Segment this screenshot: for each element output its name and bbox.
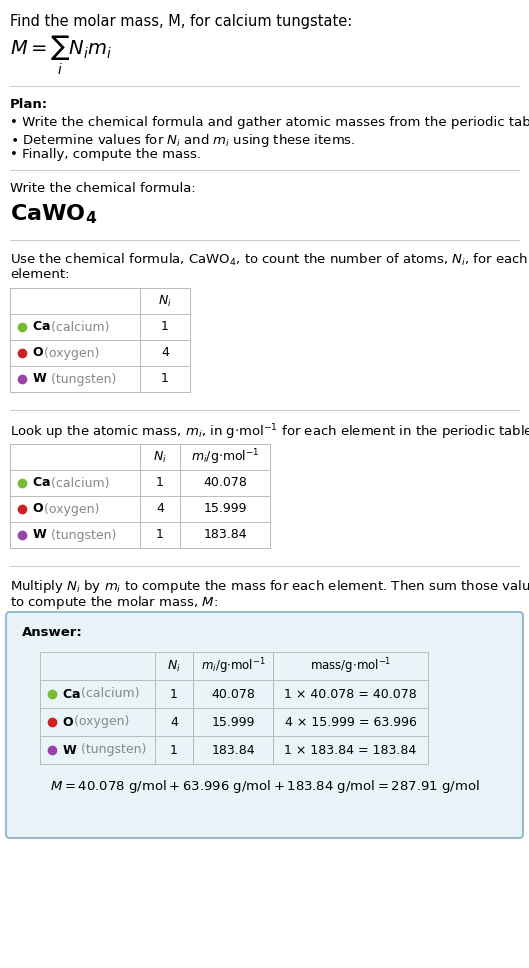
Text: to compute the molar mass, $M$:: to compute the molar mass, $M$: bbox=[10, 594, 218, 611]
Text: $\mathbf{CaWO_4}$: $\mathbf{CaWO_4}$ bbox=[10, 202, 97, 226]
Text: $\mathbf{Ca}$: $\mathbf{Ca}$ bbox=[62, 687, 81, 701]
Text: $m_i$/g$\cdot$mol$^{-1}$: $m_i$/g$\cdot$mol$^{-1}$ bbox=[191, 447, 259, 467]
Text: 183.84: 183.84 bbox=[211, 743, 255, 757]
Text: $\mathbf{W}$: $\mathbf{W}$ bbox=[32, 373, 48, 385]
Text: $m_i$/g$\cdot$mol$^{-1}$: $m_i$/g$\cdot$mol$^{-1}$ bbox=[200, 656, 266, 676]
Text: Write the chemical formula:: Write the chemical formula: bbox=[10, 182, 196, 195]
Text: 1: 1 bbox=[156, 529, 164, 541]
Text: 1 × 183.84 = 183.84: 1 × 183.84 = 183.84 bbox=[285, 743, 417, 757]
Text: $M = \sum_i N_i m_i$: $M = \sum_i N_i m_i$ bbox=[10, 34, 112, 77]
Text: (tungsten): (tungsten) bbox=[47, 373, 116, 385]
Text: 15.999: 15.999 bbox=[203, 502, 247, 516]
Text: (tungsten): (tungsten) bbox=[77, 743, 147, 757]
Text: 1: 1 bbox=[161, 373, 169, 385]
Text: 40.078: 40.078 bbox=[203, 476, 247, 490]
Text: 1: 1 bbox=[170, 743, 178, 757]
Text: $\mathbf{Ca}$: $\mathbf{Ca}$ bbox=[32, 476, 51, 490]
Text: (oxygen): (oxygen) bbox=[70, 715, 130, 729]
Text: 4: 4 bbox=[161, 347, 169, 359]
Text: Look up the atomic mass, $m_i$, in g$\cdot$mol$^{-1}$ for each element in the pe: Look up the atomic mass, $m_i$, in g$\cd… bbox=[10, 422, 529, 441]
Text: $\mathbf{O}$: $\mathbf{O}$ bbox=[62, 715, 74, 729]
Text: • Finally, compute the mass.: • Finally, compute the mass. bbox=[10, 148, 201, 161]
Text: $N_i$: $N_i$ bbox=[153, 449, 167, 465]
Text: $\mathbf{O}$: $\mathbf{O}$ bbox=[32, 502, 44, 516]
Text: $\mathbf{Ca}$: $\mathbf{Ca}$ bbox=[32, 320, 51, 334]
Text: 183.84: 183.84 bbox=[203, 529, 247, 541]
Text: Multiply $N_i$ by $m_i$ to compute the mass for each element. Then sum those val: Multiply $N_i$ by $m_i$ to compute the m… bbox=[10, 578, 529, 595]
Text: Answer:: Answer: bbox=[22, 626, 83, 639]
Text: 4: 4 bbox=[170, 715, 178, 729]
Text: $M = 40.078\ \mathrm{g/mol} + 63.996\ \mathrm{g/mol} + 183.84\ \mathrm{g/mol} = : $M = 40.078\ \mathrm{g/mol} + 63.996\ \m… bbox=[50, 778, 479, 795]
Text: element:: element: bbox=[10, 268, 69, 281]
Text: (calcium): (calcium) bbox=[47, 476, 110, 490]
FancyBboxPatch shape bbox=[6, 612, 523, 838]
Text: • Write the chemical formula and gather atomic masses from the periodic table.: • Write the chemical formula and gather … bbox=[10, 116, 529, 129]
Text: (calcium): (calcium) bbox=[77, 687, 140, 701]
Text: (oxygen): (oxygen) bbox=[40, 347, 99, 359]
Text: Find the molar mass, M, for calcium tungstate:: Find the molar mass, M, for calcium tung… bbox=[10, 14, 352, 29]
Text: $N_i$: $N_i$ bbox=[158, 293, 172, 309]
Text: $\mathbf{W}$: $\mathbf{W}$ bbox=[62, 743, 77, 757]
Text: $\mathbf{O}$: $\mathbf{O}$ bbox=[32, 347, 44, 359]
Text: 4: 4 bbox=[156, 502, 164, 516]
Text: 1 × 40.078 = 40.078: 1 × 40.078 = 40.078 bbox=[284, 687, 417, 701]
Text: Use the chemical formula, CaWO$_4$, to count the number of atoms, $N_i$, for eac: Use the chemical formula, CaWO$_4$, to c… bbox=[10, 252, 528, 268]
Text: $\bullet$ Determine values for $N_i$ and $m_i$ using these items.: $\bullet$ Determine values for $N_i$ and… bbox=[10, 132, 355, 149]
Text: Plan:: Plan: bbox=[10, 98, 48, 111]
Text: $N_i$: $N_i$ bbox=[167, 658, 181, 674]
Text: (calcium): (calcium) bbox=[47, 320, 110, 334]
Text: (oxygen): (oxygen) bbox=[40, 502, 99, 516]
Text: mass/g$\cdot$mol$^{-1}$: mass/g$\cdot$mol$^{-1}$ bbox=[310, 656, 391, 676]
Text: 40.078: 40.078 bbox=[211, 687, 255, 701]
Text: 1: 1 bbox=[161, 320, 169, 334]
Text: $\mathbf{W}$: $\mathbf{W}$ bbox=[32, 529, 48, 541]
Text: 15.999: 15.999 bbox=[211, 715, 255, 729]
Text: 1: 1 bbox=[170, 687, 178, 701]
Text: 4 × 15.999 = 63.996: 4 × 15.999 = 63.996 bbox=[285, 715, 416, 729]
Text: 1: 1 bbox=[156, 476, 164, 490]
Text: (tungsten): (tungsten) bbox=[47, 529, 116, 541]
